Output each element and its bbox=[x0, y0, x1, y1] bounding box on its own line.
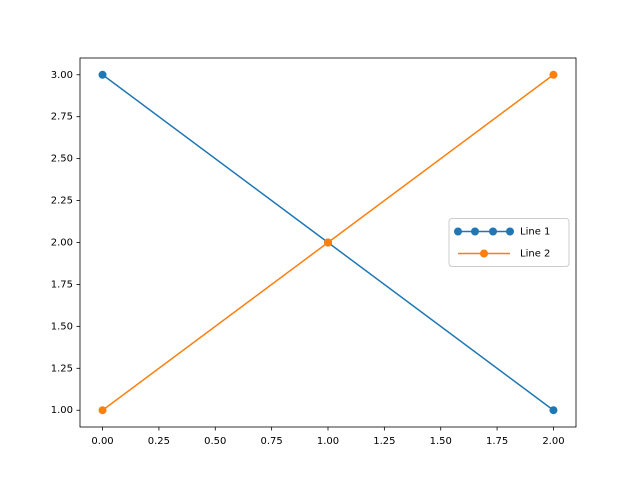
data-point bbox=[549, 70, 558, 79]
y-tick-label: 2.75 bbox=[51, 112, 73, 123]
y-tick-label: 1.50 bbox=[51, 321, 73, 332]
y-tick-label: 1.75 bbox=[51, 279, 73, 290]
y-tick-label: 2.25 bbox=[51, 196, 73, 207]
x-tick-label: 0.50 bbox=[204, 436, 226, 447]
x-tick-label: 1.00 bbox=[317, 436, 339, 447]
x-tick-label: 0.25 bbox=[148, 436, 170, 447]
legend-marker bbox=[454, 227, 462, 236]
data-point bbox=[98, 70, 107, 79]
x-tick-label: 0.75 bbox=[261, 436, 283, 447]
y-tick-label: 3.00 bbox=[51, 70, 73, 81]
legend-marker bbox=[506, 227, 514, 236]
x-tick-label: 2.00 bbox=[542, 436, 564, 447]
data-point bbox=[98, 406, 107, 415]
x-tick-label: 1.25 bbox=[373, 436, 395, 447]
x-tick-label: 1.75 bbox=[486, 436, 508, 447]
legend-label: Line 2 bbox=[520, 249, 550, 260]
y-tick-label: 2.50 bbox=[51, 154, 73, 165]
legend-box bbox=[448, 218, 570, 267]
legend-marker bbox=[471, 227, 479, 236]
legend-label: Line 1 bbox=[520, 227, 550, 238]
legend-marker bbox=[489, 227, 497, 236]
legend-marker bbox=[480, 249, 488, 258]
data-point bbox=[324, 238, 332, 247]
x-tick-label: 0.00 bbox=[91, 436, 113, 447]
y-tick-label: 1.25 bbox=[51, 363, 73, 374]
x-tick-label: 1.50 bbox=[430, 436, 452, 447]
y-tick-label: 1.00 bbox=[51, 405, 73, 416]
plot-frame bbox=[79, 57, 577, 428]
y-tick-label: 2.00 bbox=[51, 238, 73, 249]
data-point bbox=[549, 406, 558, 415]
